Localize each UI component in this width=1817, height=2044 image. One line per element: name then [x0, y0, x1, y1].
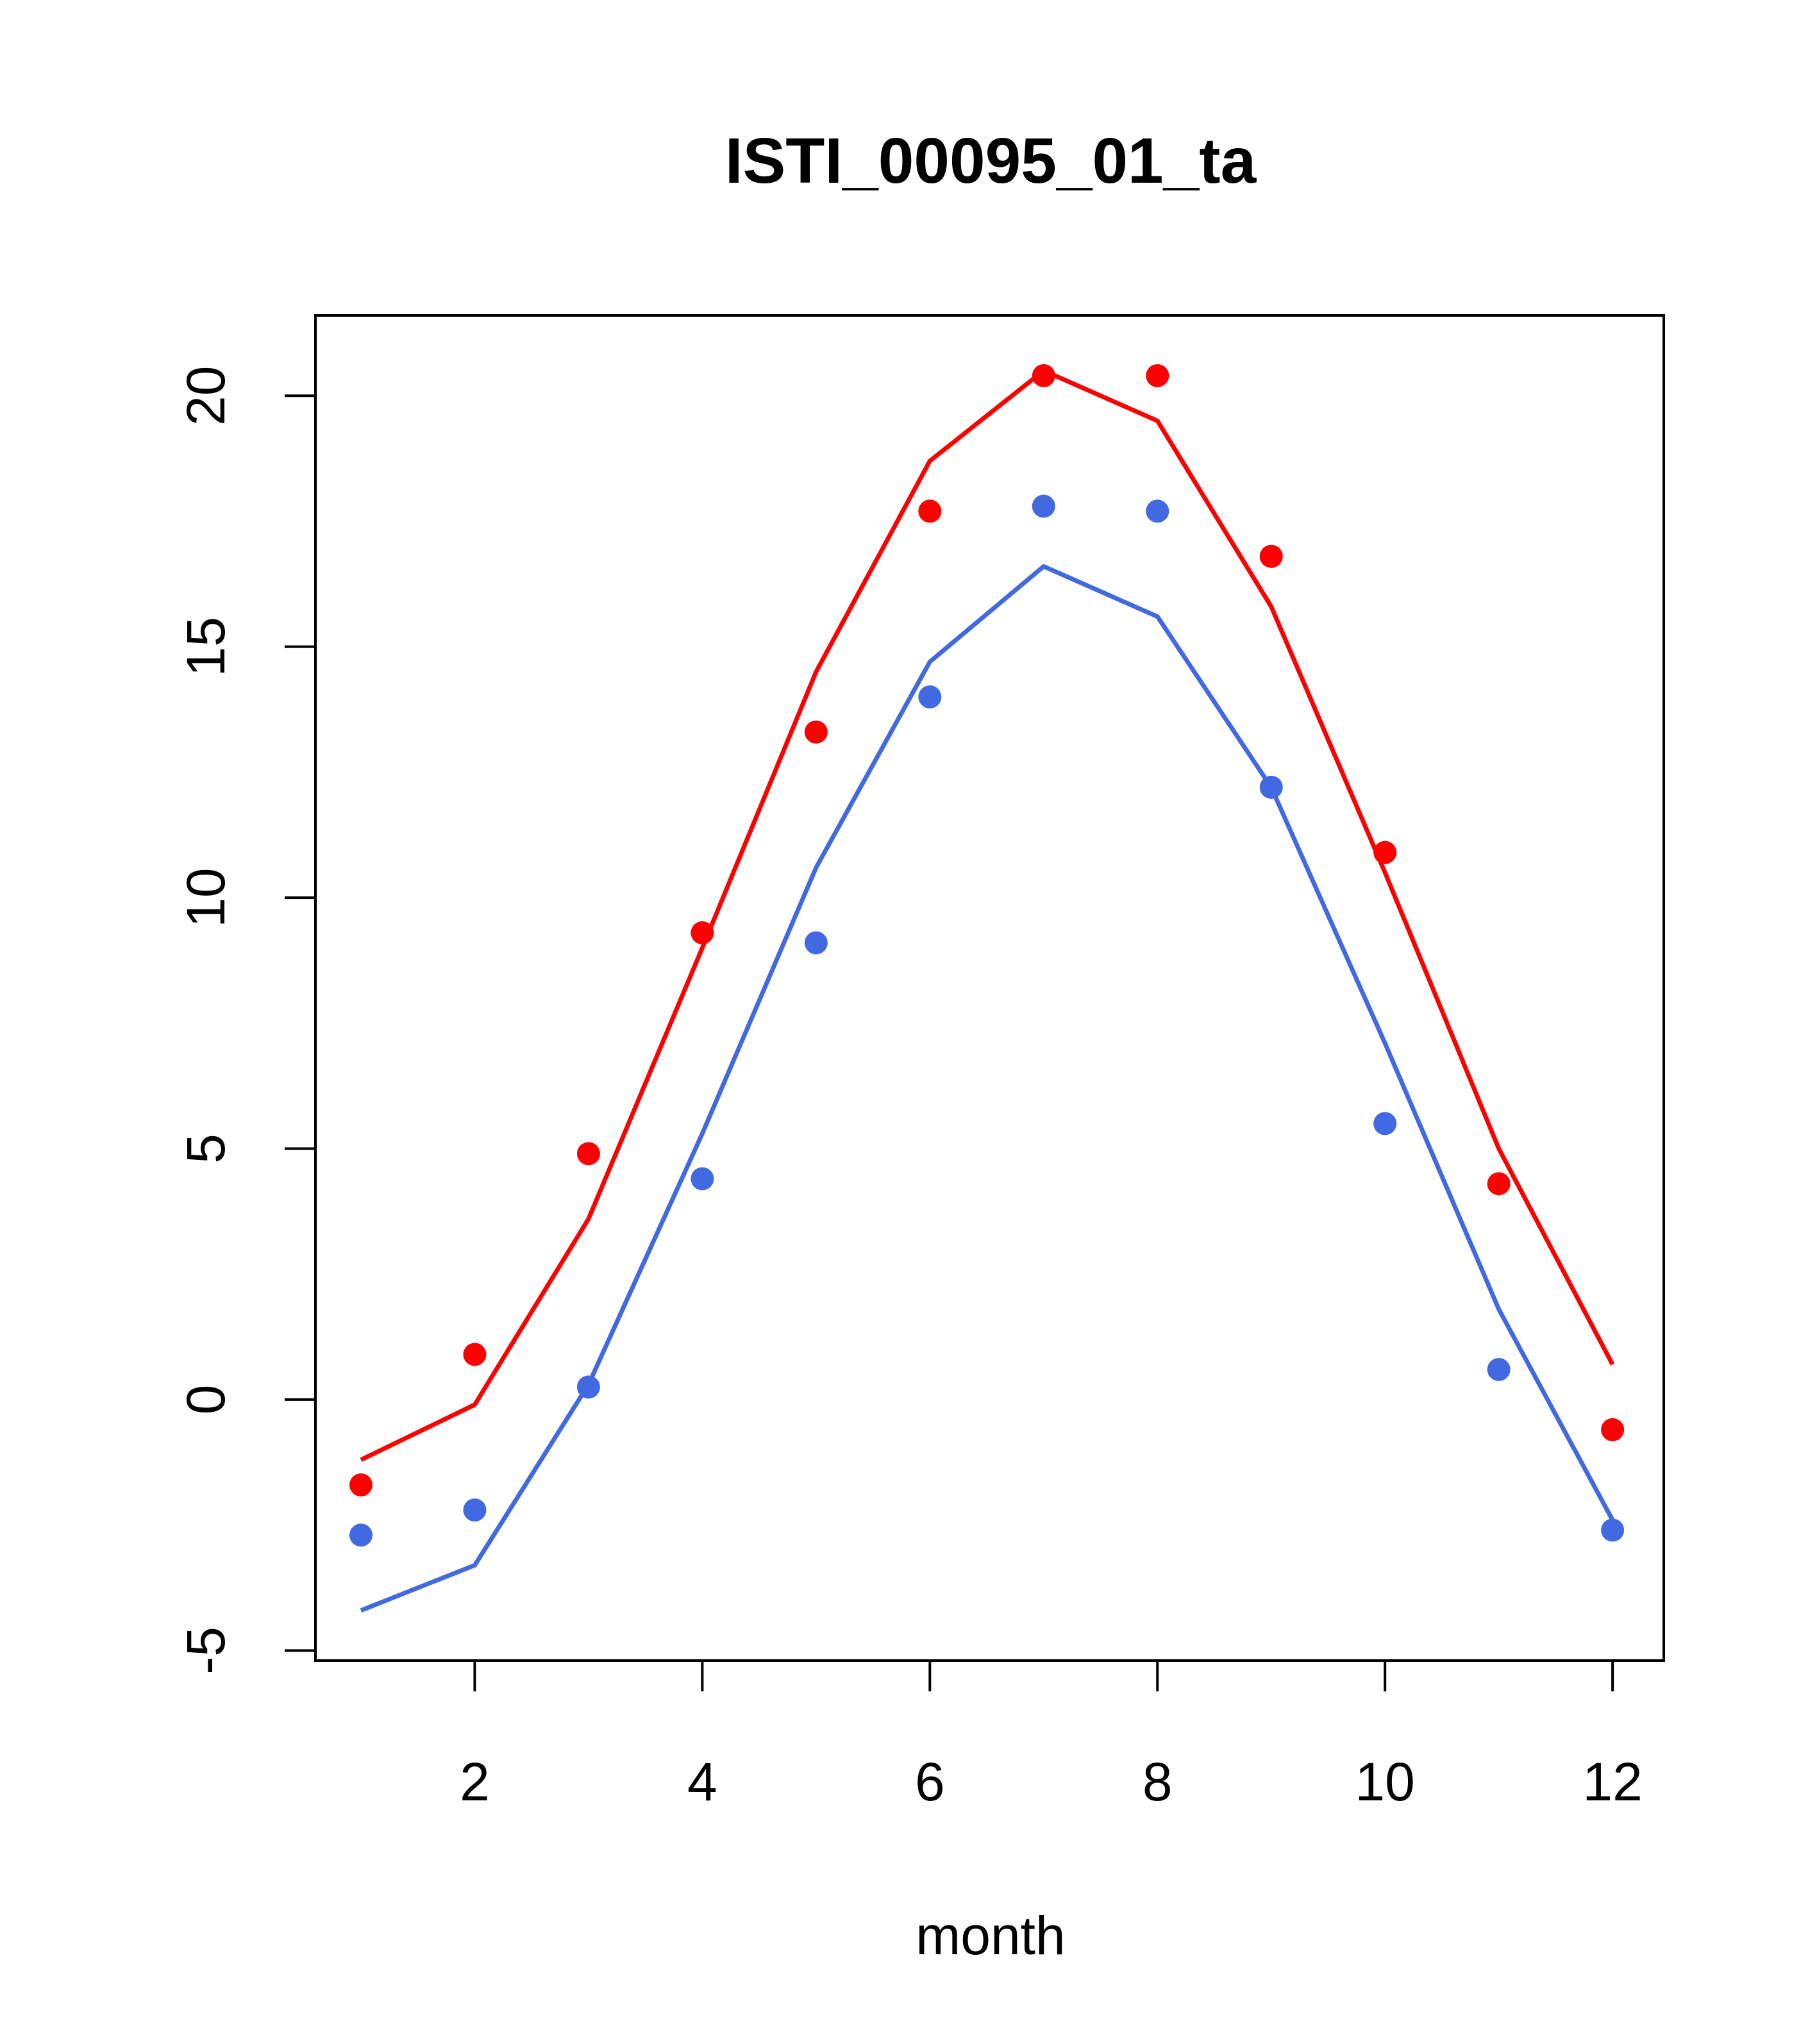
x-tick-label: 10	[1355, 1752, 1414, 1812]
x-axis-label: month	[916, 1906, 1065, 1966]
series-2-point	[1259, 775, 1283, 799]
series-1-point	[1373, 841, 1397, 864]
series-2-point	[804, 931, 828, 955]
y-tick-label: 15	[176, 617, 236, 676]
y-tick-label: 20	[176, 366, 236, 426]
series-1-point	[1601, 1418, 1625, 1441]
series-2-point	[918, 685, 942, 708]
x-axis: 2 4 6 8 10 12	[460, 1659, 1643, 1812]
series-2-point	[1601, 1518, 1625, 1542]
x-tick-label: 2	[460, 1752, 490, 1812]
x-tick-label: 8	[1143, 1752, 1173, 1812]
series-2-point	[691, 1167, 714, 1191]
series-1-point	[1487, 1172, 1511, 1196]
y-tick-label: 5	[176, 1134, 236, 1164]
y-axis: -5 0 5 10 15 20	[176, 366, 317, 1675]
series-2-point	[1487, 1357, 1511, 1381]
x-tick-label: 12	[1582, 1752, 1642, 1812]
series-2-point	[1373, 1112, 1397, 1135]
series-1-point	[463, 1343, 487, 1366]
series-1-point	[349, 1473, 373, 1497]
series-1-point	[918, 499, 942, 523]
chart-title: ISTI_00095_01_ta	[725, 125, 1257, 197]
y-tick-label: -5	[176, 1627, 236, 1675]
series-2-point	[1032, 494, 1055, 518]
series-2-point	[1146, 499, 1169, 523]
plot-frame	[314, 314, 1665, 1662]
series-1-line	[360, 368, 1615, 1462]
series-2-point	[349, 1523, 373, 1547]
series-1-point	[691, 921, 714, 944]
y-tick-label: 10	[176, 867, 236, 927]
x-tick-label: 6	[915, 1752, 945, 1812]
series-1-point	[1032, 364, 1055, 387]
x-tick-label: 4	[687, 1752, 717, 1812]
series-2-line	[360, 564, 1615, 1613]
series-layer	[349, 364, 1625, 1613]
series-1-point	[1146, 364, 1169, 387]
series-2-point	[463, 1498, 487, 1522]
series-1-point	[576, 1142, 600, 1166]
series-1-point	[1259, 544, 1283, 568]
series-1-point	[804, 720, 828, 744]
series-2-point	[576, 1375, 600, 1399]
y-tick-label: 0	[176, 1385, 236, 1415]
